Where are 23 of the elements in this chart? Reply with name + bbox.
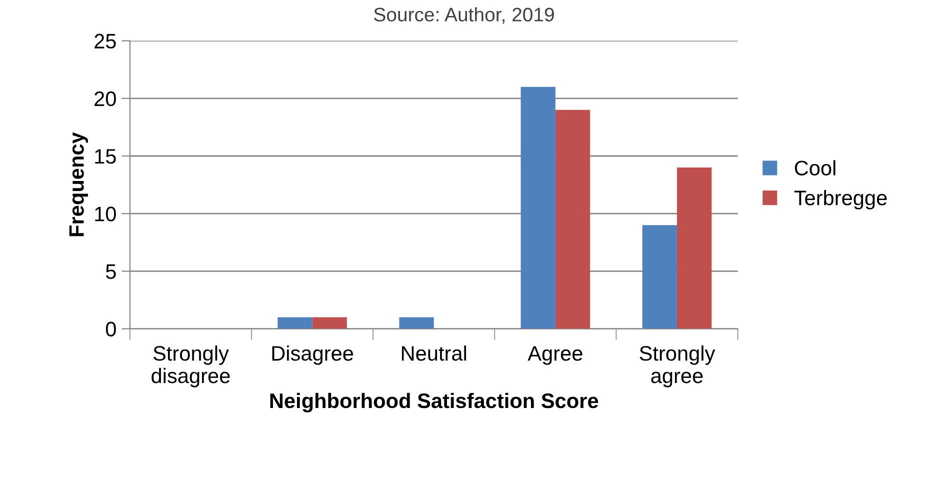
- bar: [642, 225, 677, 329]
- bar: [312, 317, 347, 329]
- x-tick-label: Disagree: [272, 345, 354, 365]
- y-tick-label: 25: [94, 34, 116, 49]
- bar: [676, 168, 712, 329]
- x-tick-label: Agree: [528, 346, 582, 365]
- legend-label: Cool: [794, 160, 836, 176]
- y-tick-label: 5: [106, 264, 116, 279]
- bar: [278, 317, 312, 329]
- bar: [399, 317, 434, 329]
- source-note: Source: Author, 2019: [374, 7, 554, 24]
- y-tick-label: 10: [95, 206, 116, 222]
- bar: [520, 86, 556, 329]
- y-tick-label: 0: [106, 322, 116, 337]
- y-axis-title: Frequency: [69, 132, 88, 236]
- x-tick-label: Neutral: [402, 345, 466, 361]
- legend-label: Terbregge: [794, 190, 887, 210]
- x-tick-label: Strongly agree: [640, 345, 716, 388]
- x-tick-label: Strongly disagree: [152, 345, 230, 388]
- x-axis-title: Neighborhood Satisfaction Score: [270, 392, 598, 412]
- bar: [555, 110, 590, 329]
- y-tick-label: 15: [95, 149, 116, 164]
- y-tick-label: 20: [94, 91, 116, 106]
